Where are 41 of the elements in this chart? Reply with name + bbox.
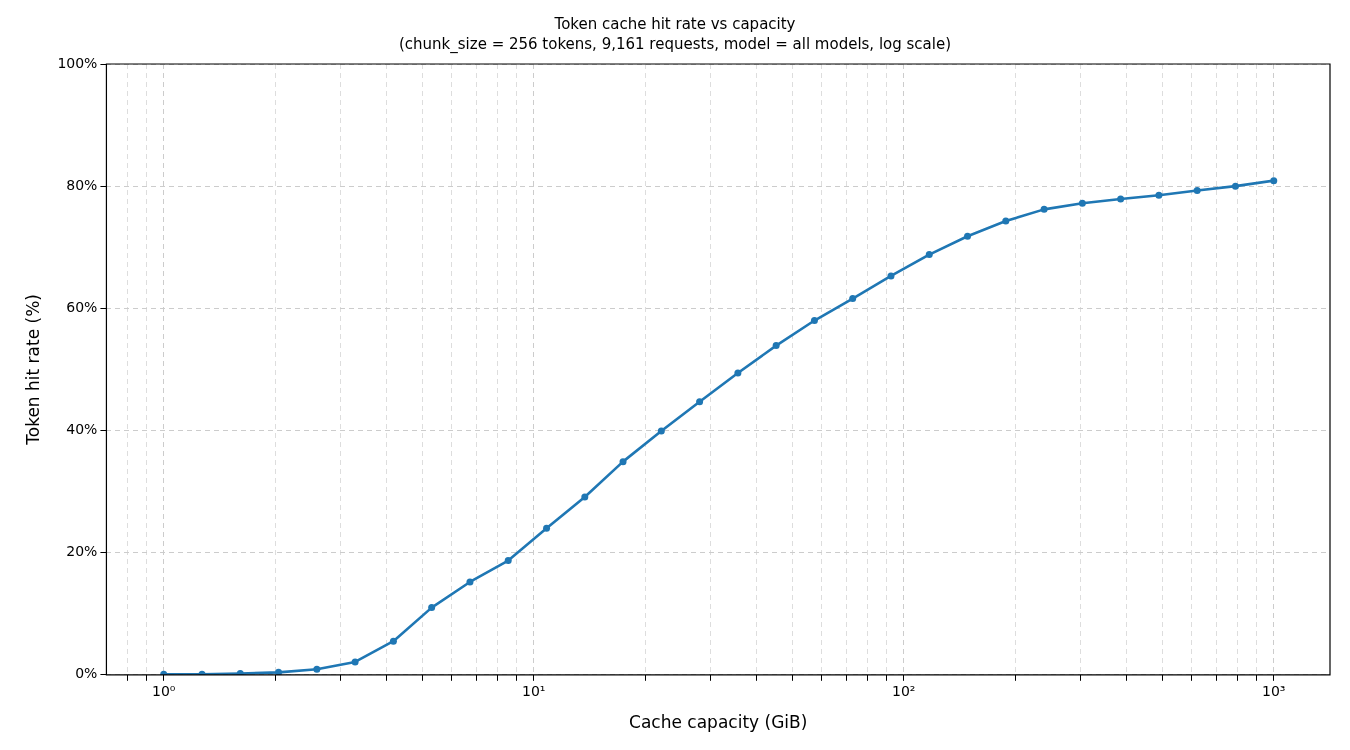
point [1231, 182, 1239, 190]
point [810, 317, 818, 325]
point [657, 427, 665, 435]
point [1270, 177, 1278, 185]
point [964, 232, 972, 240]
x-tick-label: 10² [892, 682, 916, 699]
point [543, 524, 551, 532]
point [1117, 195, 1125, 203]
chart-subtitle: (chunk_size = 256 tokens, 9,161 requests, model = all models, log scale) [398, 34, 952, 54]
x-tick-label: 10¹ [522, 682, 546, 699]
x-tick-label: 10³ [1262, 682, 1286, 699]
y-axis-title: Token hit rate (%) [22, 294, 43, 446]
point [1002, 217, 1010, 225]
chart-title: Token cache hit rate vs capacity [553, 14, 796, 33]
point [428, 604, 436, 612]
point [1078, 199, 1086, 207]
y-tick-label: 40% [66, 421, 98, 438]
point [772, 342, 780, 350]
point [313, 665, 321, 673]
point [581, 493, 589, 501]
point [734, 369, 742, 377]
x-tick-label: 10⁰ [152, 682, 176, 699]
point [275, 668, 283, 675]
point [1040, 205, 1048, 213]
point [619, 458, 627, 466]
point [696, 398, 704, 406]
point [351, 658, 359, 666]
point [389, 637, 397, 645]
point [1193, 186, 1201, 194]
y-tick-label: 60% [66, 298, 98, 315]
y-tick-label: 80% [66, 176, 98, 193]
point [849, 295, 857, 303]
point [925, 251, 933, 259]
y-tick-label: 20% [66, 543, 98, 560]
x-axis-title: Cache capacity (GiB) [629, 712, 808, 733]
point [1155, 191, 1163, 199]
point [504, 557, 512, 565]
point [466, 578, 474, 586]
y-tick-label: 100% [57, 54, 98, 71]
y-tick-label: 0% [75, 665, 98, 682]
point [887, 272, 895, 280]
